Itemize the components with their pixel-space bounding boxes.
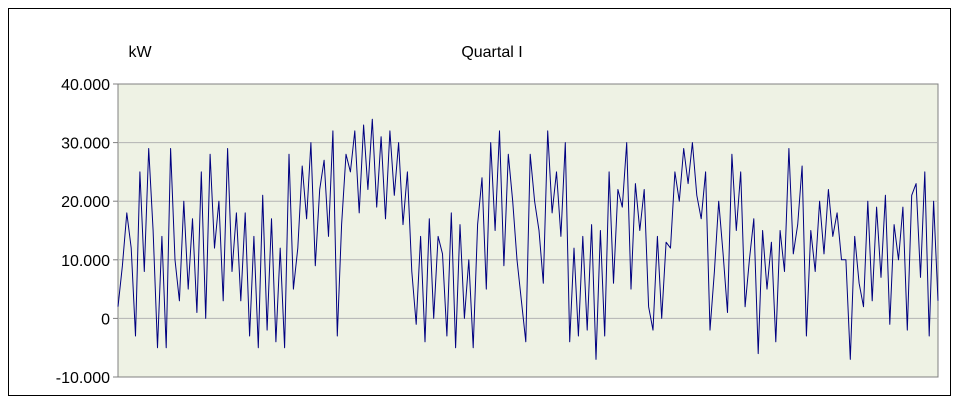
- y-tick-label: 30.000: [61, 136, 110, 153]
- y-tick-label: 10.000: [61, 253, 110, 270]
- chart-title: Quartal I: [461, 44, 522, 61]
- plot-layer: 40.000 30.000 20.000 10.000 0 -10.000: [56, 77, 939, 387]
- y-tick-label: 20.000: [61, 194, 110, 211]
- y-tick-label: 0: [101, 311, 110, 328]
- series-line-0: [117, 118, 939, 360]
- y-axis-unit-label: kW: [128, 44, 152, 61]
- y-tick-label: 40.000: [61, 77, 110, 94]
- y-tick-label: -10.000: [56, 370, 110, 387]
